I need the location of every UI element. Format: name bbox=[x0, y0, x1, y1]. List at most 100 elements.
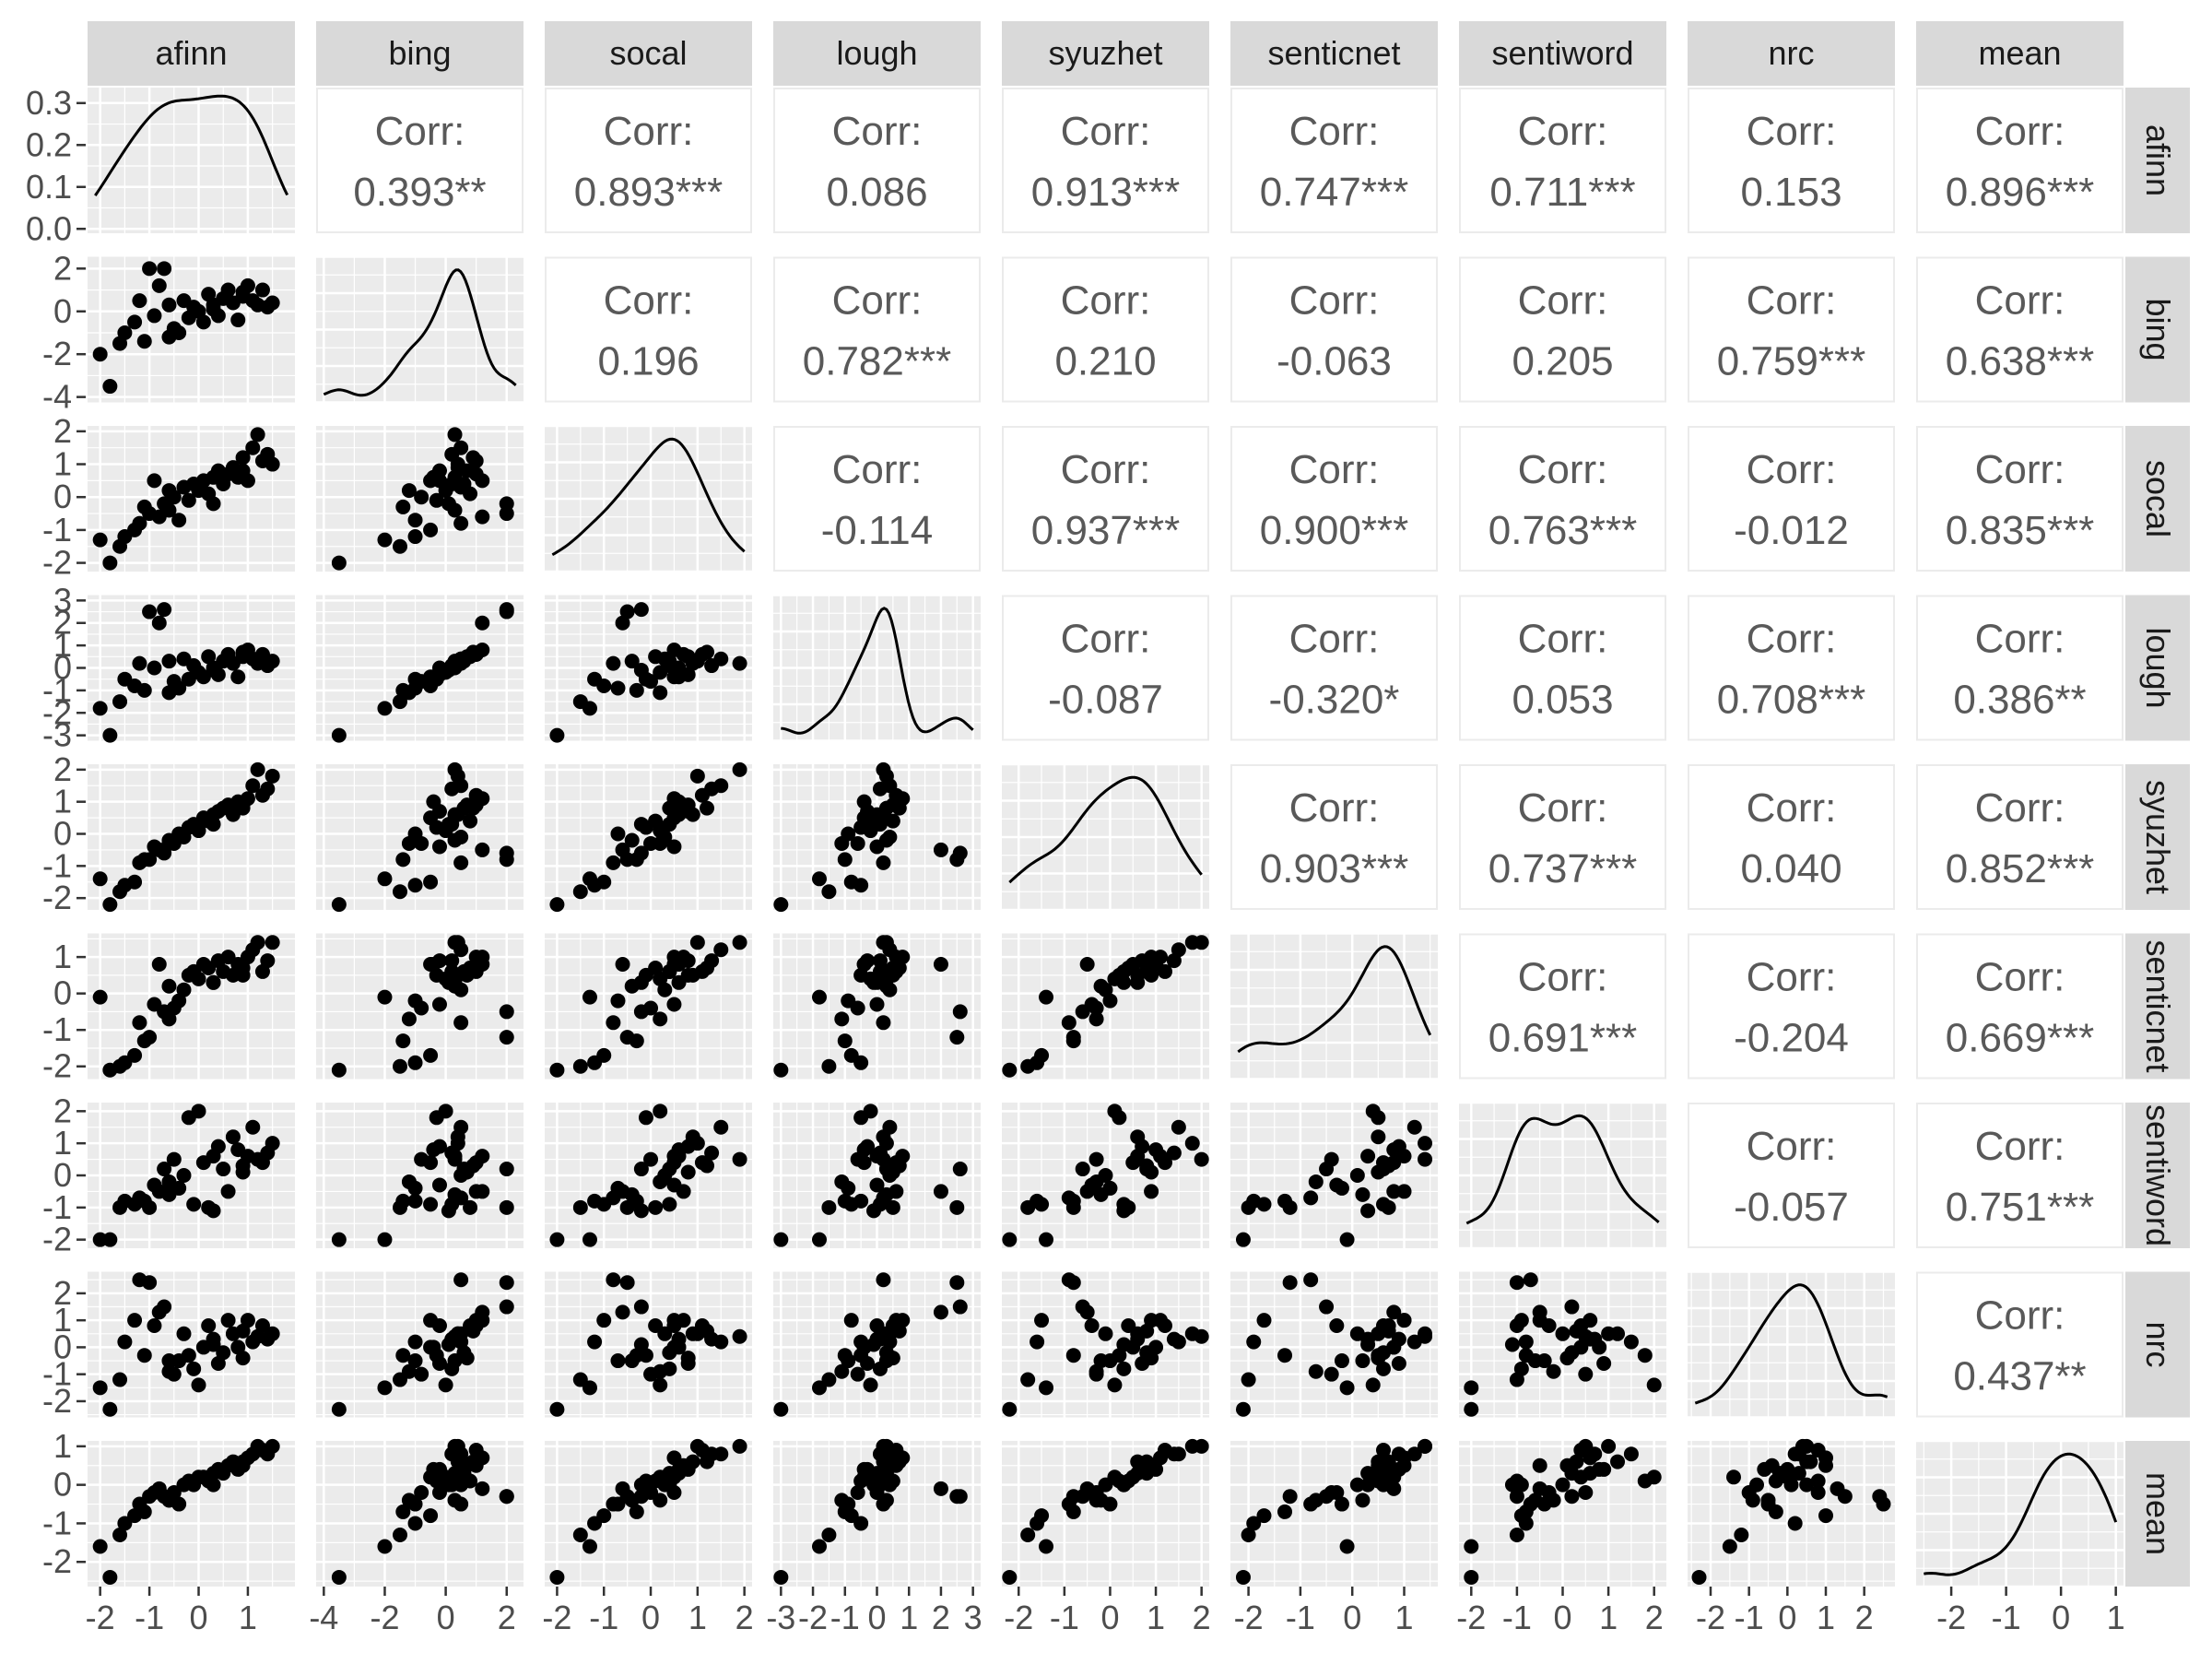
scatter-point bbox=[423, 522, 439, 537]
scatter-point bbox=[1065, 1275, 1081, 1291]
scatter-point bbox=[1464, 1380, 1479, 1396]
scatter-point bbox=[1787, 1516, 1803, 1531]
corr-label: Corr: bbox=[1289, 617, 1380, 662]
scatter-point bbox=[1084, 1318, 1100, 1334]
x-axis-tick-label: -2 bbox=[542, 1599, 571, 1636]
panel-nrc-sentiword bbox=[1459, 1271, 1666, 1418]
corr-panel-border bbox=[1002, 426, 1209, 572]
scatter-point bbox=[952, 1299, 968, 1315]
x-axis-tick-label: -2 bbox=[1004, 1599, 1033, 1636]
scatter-point bbox=[549, 1062, 565, 1078]
panel-bing-socal: Corr: 0.196 bbox=[545, 256, 752, 403]
corr-label: Corr: bbox=[1747, 109, 1837, 154]
scatter-point bbox=[773, 1062, 789, 1078]
density-curve bbox=[1237, 945, 1432, 1054]
scatter-point bbox=[393, 884, 408, 900]
x-axis-tick-label: 2 bbox=[735, 1599, 754, 1636]
scatter-point bbox=[1391, 1145, 1406, 1161]
scatter-point bbox=[426, 1461, 441, 1477]
row-strip-sentiword bbox=[2125, 1103, 2190, 1248]
scatter-point bbox=[117, 1334, 133, 1350]
scatter-point bbox=[92, 347, 108, 362]
scatter-point bbox=[866, 1477, 882, 1493]
x-axis-tick-label: -1 bbox=[589, 1599, 618, 1636]
scatter-point bbox=[92, 1380, 108, 1396]
scatter-point bbox=[1194, 1151, 1209, 1167]
scatter-point bbox=[377, 701, 393, 716]
x-axis-tick-label: 1 bbox=[1599, 1599, 1618, 1636]
scatter-point bbox=[856, 794, 872, 809]
scatter-point bbox=[1324, 1485, 1339, 1501]
scatter-point bbox=[395, 1504, 411, 1519]
row-strip-afinn bbox=[2125, 88, 2190, 233]
corr-label: Corr: bbox=[1975, 955, 2065, 1000]
scatter-point bbox=[459, 797, 475, 813]
y-axis-tick-label: 0 bbox=[53, 649, 72, 687]
panel-afinn-senticnet: Corr: 0.747*** bbox=[1230, 88, 1438, 233]
x-axis-tick-label: -2 bbox=[370, 1599, 399, 1636]
scatter-point bbox=[1329, 1318, 1345, 1334]
x-axis-tick-label: 0 bbox=[867, 1599, 886, 1636]
scatter-point bbox=[468, 453, 484, 468]
panel-socal-socal bbox=[545, 424, 752, 573]
corr-label: Corr: bbox=[604, 109, 694, 154]
scatter-point bbox=[850, 1485, 865, 1501]
scatter-point bbox=[866, 817, 882, 832]
scatter-point bbox=[1030, 1334, 1045, 1350]
corr-value: -0.087 bbox=[1048, 678, 1163, 723]
scatter-point bbox=[459, 967, 475, 983]
scatter-point bbox=[265, 1326, 280, 1341]
x-axis-tick-label: 2 bbox=[932, 1599, 950, 1636]
scatter-point bbox=[952, 1162, 968, 1177]
scatter-point bbox=[1039, 1232, 1054, 1247]
density-curve bbox=[323, 268, 517, 397]
panel-bing-sentiword: Corr: 0.205 bbox=[1459, 256, 1666, 403]
scatter-point bbox=[92, 532, 108, 548]
scatter-point bbox=[869, 1177, 885, 1193]
panel-afinn-socal: Corr: 0.893*** bbox=[545, 88, 752, 233]
scatter-point bbox=[1722, 1539, 1737, 1554]
corr-value: 0.747*** bbox=[1260, 170, 1408, 215]
panel-lough-senticnet: Corr: -0.320* bbox=[1230, 595, 1438, 741]
scatter-point bbox=[1532, 1481, 1547, 1496]
panel-nrc-syuzhet bbox=[1002, 1271, 1209, 1418]
scatter-point bbox=[615, 957, 630, 973]
row-strip-label: mean bbox=[2139, 1472, 2177, 1555]
scatter-point bbox=[1555, 1326, 1571, 1341]
scatter-point bbox=[401, 685, 417, 701]
scatter-point bbox=[161, 502, 177, 518]
scatter-point bbox=[671, 669, 687, 685]
scatter-point bbox=[216, 1345, 231, 1361]
column-strip-sentiword bbox=[1459, 21, 1666, 86]
panel-lough-mean: Corr: 0.386** bbox=[1916, 595, 2124, 741]
corr-value: 0.763*** bbox=[1488, 508, 1637, 553]
corr-panel-border bbox=[1459, 88, 1666, 233]
scatter-point bbox=[1246, 1516, 1262, 1531]
scatter-point bbox=[250, 935, 265, 950]
scatter-point bbox=[1360, 1203, 1376, 1219]
scatter-point bbox=[1509, 1318, 1524, 1334]
scatter-point bbox=[151, 957, 167, 973]
scatter-point bbox=[732, 1151, 747, 1167]
y-axis-tick-label: -2 bbox=[42, 335, 72, 372]
scatter-point bbox=[395, 852, 411, 867]
scatter-point bbox=[423, 1047, 439, 1063]
x-axis-tick-label: 1 bbox=[900, 1599, 918, 1636]
scatter-point bbox=[633, 1162, 649, 1177]
scatter-point bbox=[572, 1372, 588, 1387]
scatter-point bbox=[161, 654, 177, 669]
scatter-point bbox=[1166, 953, 1182, 969]
panel-bing-bing bbox=[316, 255, 524, 404]
row-strip-label: sentiword bbox=[2139, 1104, 2177, 1246]
scatter-point bbox=[1166, 1331, 1182, 1347]
x-axis-tick-label: -2 bbox=[86, 1599, 115, 1636]
scatter-point bbox=[1324, 1151, 1339, 1167]
panel-mean-afinn bbox=[88, 1438, 295, 1587]
scatter-point bbox=[401, 483, 417, 499]
scatter-point bbox=[1375, 1318, 1391, 1334]
scatter-point bbox=[1601, 1438, 1617, 1454]
scatter-point bbox=[1418, 1151, 1433, 1167]
scatter-point bbox=[1734, 1527, 1749, 1542]
scatter-point bbox=[619, 604, 635, 620]
panel-syuzhet-lough bbox=[773, 761, 981, 913]
